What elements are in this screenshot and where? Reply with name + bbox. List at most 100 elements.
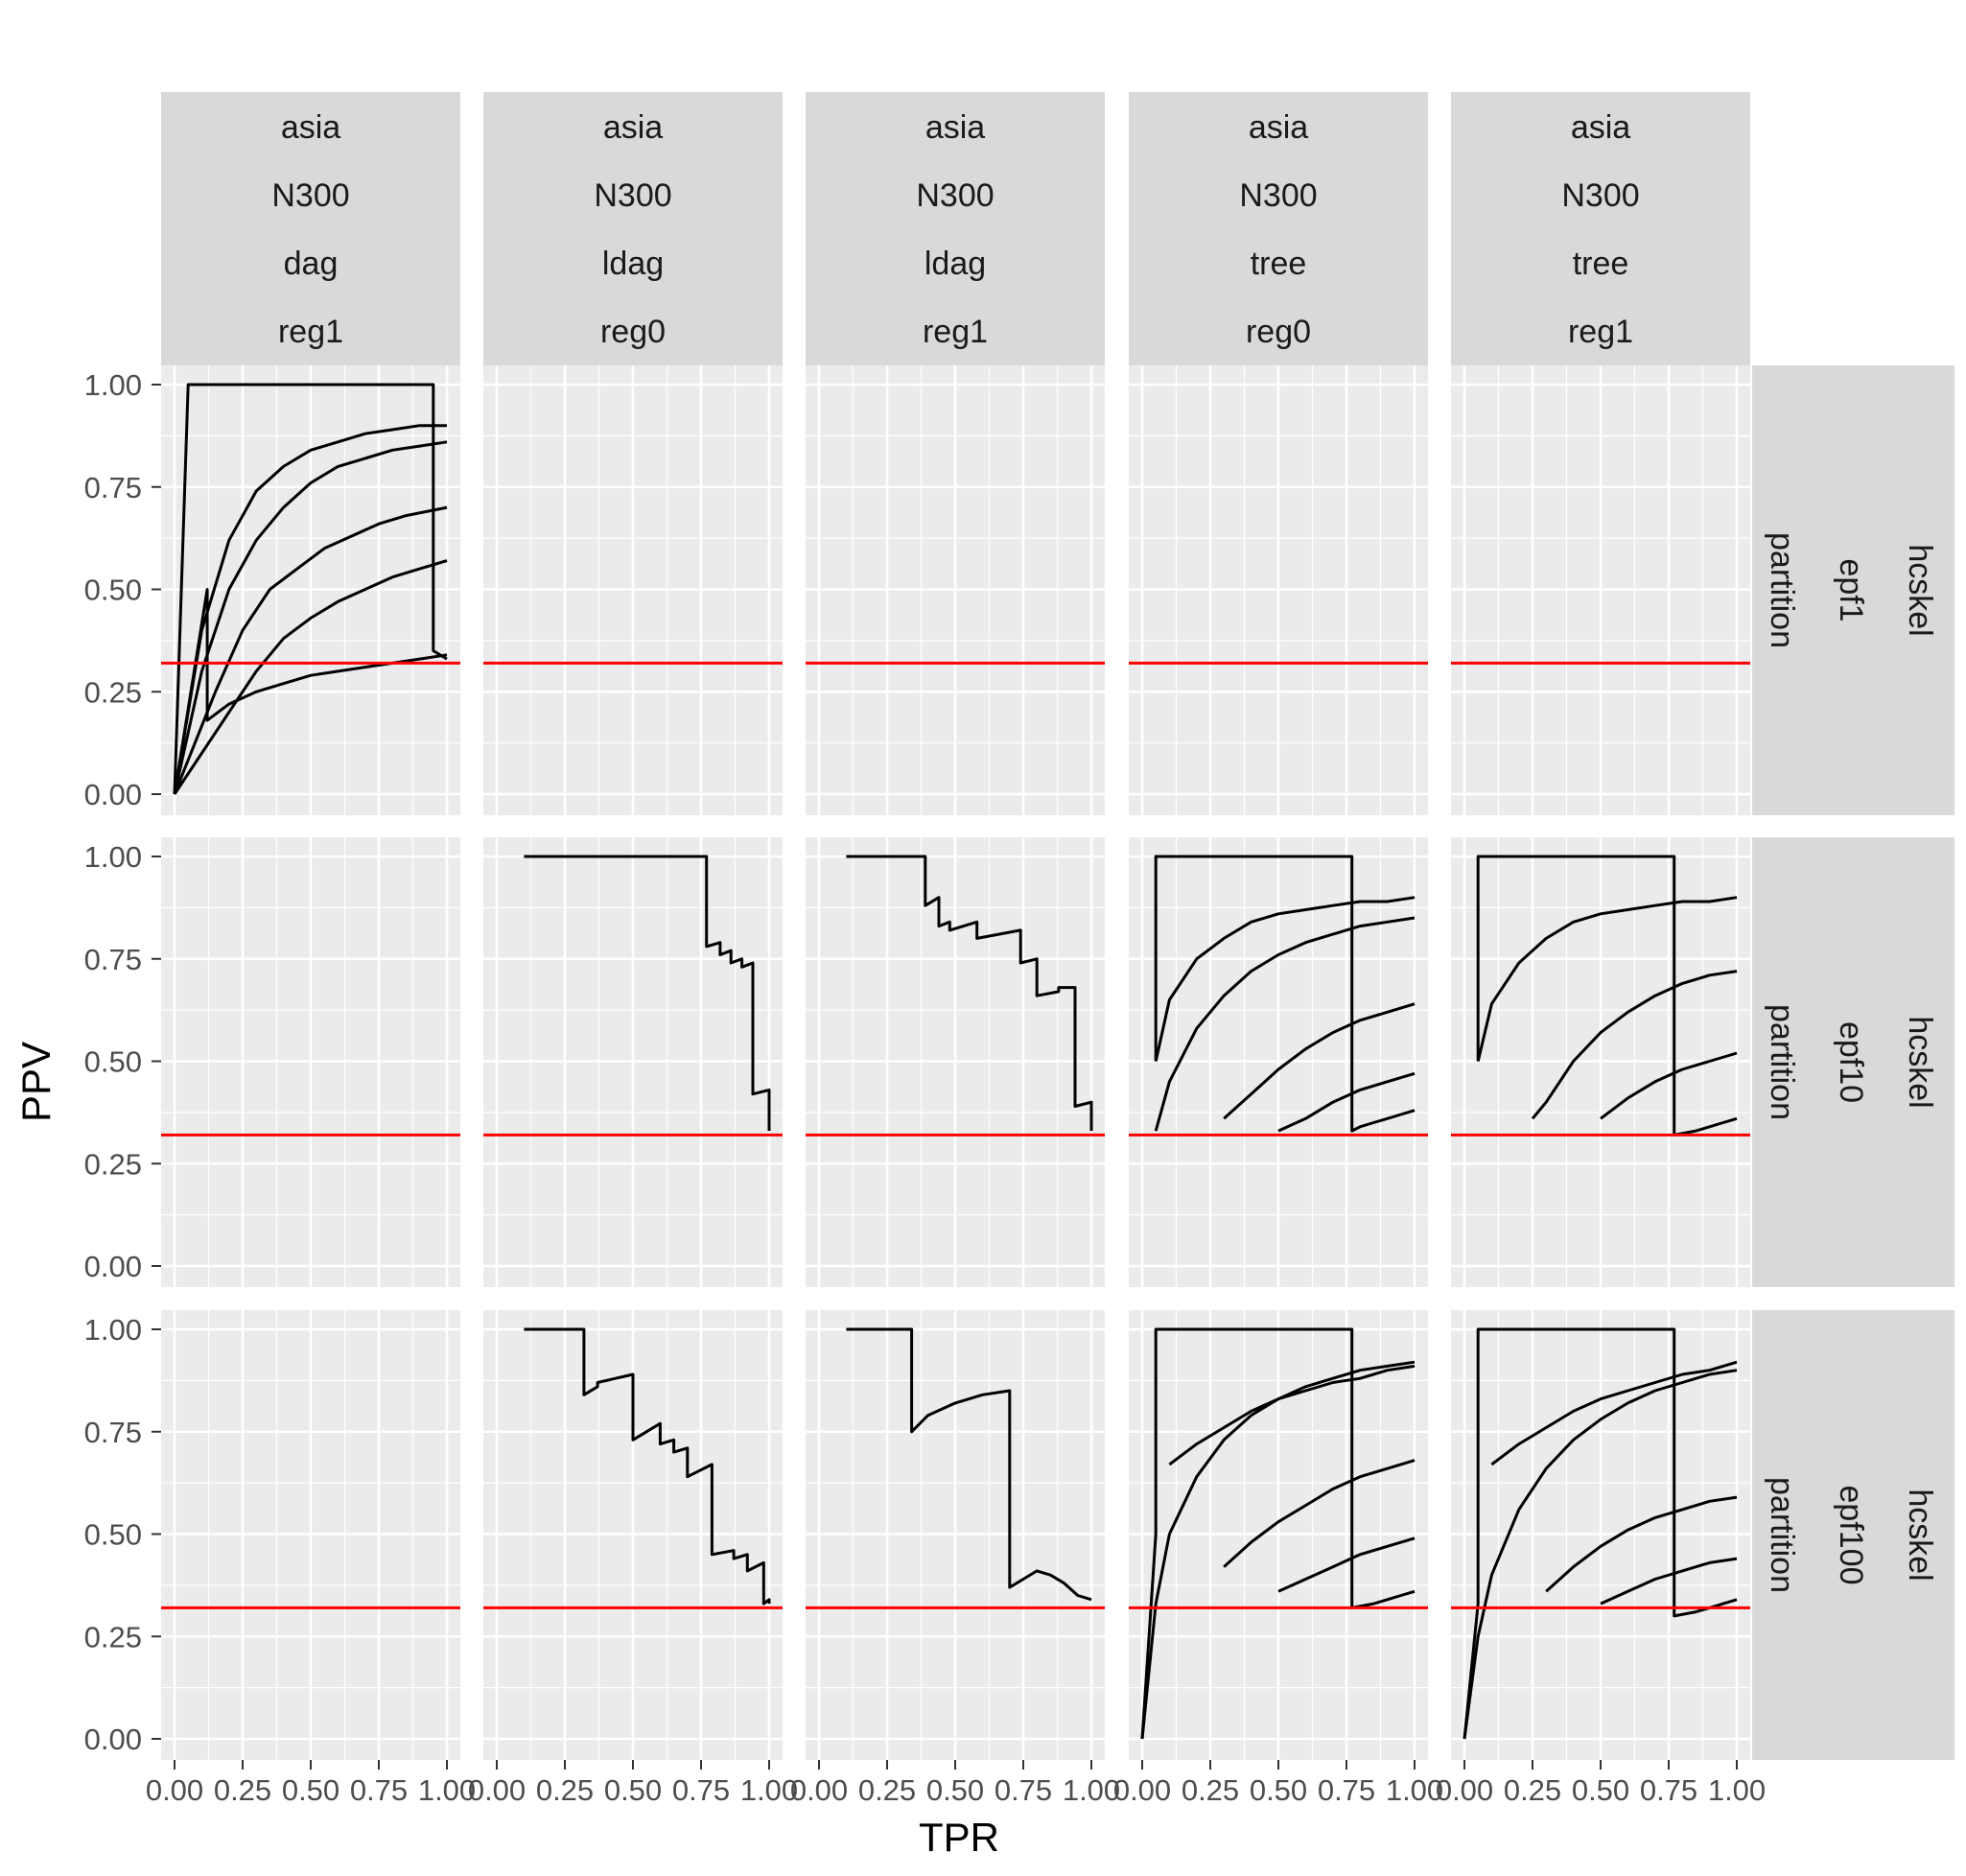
series-line — [173, 440, 448, 795]
series-line — [1600, 1557, 1738, 1606]
row-facet-label: partition — [1764, 532, 1800, 648]
series-line — [173, 424, 447, 795]
series-line — [1168, 1364, 1416, 1466]
x-tick-label: 0.50 — [926, 1773, 984, 1807]
series-line — [1463, 1369, 1738, 1740]
x-tick-label: 1.00 — [418, 1773, 476, 1807]
column-facet-label: N300 — [1239, 177, 1317, 214]
x-tick-label: 0.75 — [1318, 1773, 1375, 1807]
row-facet-label: epf100 — [1833, 1486, 1869, 1585]
x-tick-label: 0.00 — [790, 1773, 848, 1807]
x-axis-title: TPR — [919, 1815, 999, 1860]
x-tick-label: 0.00 — [468, 1773, 526, 1807]
column-facet-label: reg0 — [1246, 314, 1311, 350]
column-facet-label: asia — [1249, 109, 1308, 146]
x-tick-label: 0.50 — [1250, 1773, 1307, 1807]
series-line — [1463, 1327, 1738, 1740]
row-facet-label: hcskel — [1902, 1489, 1938, 1581]
column-facet-strip — [483, 92, 783, 365]
y-tick-label: 0.50 — [84, 1045, 142, 1079]
y-tick-label: 1.00 — [84, 840, 142, 874]
column-facet-label: tree — [1251, 246, 1307, 282]
column-facet-label: reg1 — [923, 314, 988, 350]
column-facet-label: asia — [281, 109, 340, 146]
series-line — [524, 1327, 771, 1606]
column-facet-label: ldag — [924, 246, 986, 282]
x-tick-label: 0.00 — [1113, 1773, 1171, 1807]
row-facet-label: hcskel — [1902, 1016, 1938, 1108]
row-facet-strip — [1752, 1310, 1954, 1760]
x-tick-label: 1.00 — [1386, 1773, 1443, 1807]
series-line — [1531, 970, 1738, 1120]
y-tick-label: 0.75 — [84, 1416, 142, 1449]
column-facet-label: dag — [284, 246, 339, 282]
x-tick-label: 1.00 — [1063, 1773, 1120, 1807]
y-tick-label: 0.00 — [84, 778, 142, 811]
y-tick-label: 0.25 — [84, 1147, 142, 1181]
series-line — [1600, 1051, 1738, 1120]
series-line — [1140, 1360, 1416, 1740]
x-tick-label: 0.50 — [604, 1773, 662, 1807]
column-facet-label: reg1 — [278, 314, 343, 350]
column-facet-label: reg0 — [600, 314, 666, 350]
row-facet-strip — [1752, 837, 1954, 1287]
series-line — [1476, 896, 1738, 1062]
column-facet-label: tree — [1573, 246, 1629, 282]
row-facet-strip — [1752, 365, 1954, 815]
row-facet-label: epf10 — [1833, 1021, 1869, 1103]
column-facet-label: N300 — [594, 177, 671, 214]
y-tick-label: 1.00 — [84, 368, 142, 402]
y-tick-label: 0.50 — [84, 574, 142, 607]
row-facet-label: epf1 — [1833, 558, 1869, 621]
column-facet-label: asia — [603, 109, 663, 146]
y-tick-label: 0.25 — [84, 1620, 142, 1653]
column-facet-label: reg1 — [1568, 314, 1633, 350]
series-line — [173, 559, 448, 795]
series-line — [1223, 1459, 1416, 1568]
series-line — [1223, 1002, 1416, 1120]
column-facet-label: asia — [1571, 109, 1630, 146]
y-tick-label: 0.25 — [84, 675, 142, 709]
x-tick-label: 0.25 — [1182, 1773, 1239, 1807]
x-tick-label: 0.25 — [214, 1773, 271, 1807]
row-facet-label: partition — [1764, 1004, 1800, 1120]
column-facet-label: N300 — [1561, 177, 1639, 214]
row-facet-label: partition — [1764, 1477, 1800, 1593]
column-facet-label: ldag — [602, 246, 664, 282]
y-tick-label: 0.75 — [84, 471, 142, 504]
series-line — [1476, 855, 1738, 1137]
y-tick-label: 0.50 — [84, 1518, 142, 1552]
series-line — [524, 855, 771, 1132]
column-facet-label: N300 — [916, 177, 994, 214]
series-line — [1277, 1536, 1416, 1593]
y-tick-label: 0.00 — [84, 1250, 142, 1283]
column-facet-label: asia — [925, 109, 985, 146]
x-tick-label: 0.00 — [146, 1773, 203, 1807]
series-line — [1277, 1071, 1416, 1133]
column-facet-strip — [1451, 92, 1750, 365]
x-tick-label: 0.50 — [1572, 1773, 1629, 1807]
x-tick-label: 0.75 — [350, 1773, 408, 1807]
series-line — [846, 1327, 1092, 1602]
column-facet-label: N300 — [271, 177, 349, 214]
x-tick-label: 0.50 — [282, 1773, 339, 1807]
series-line — [1154, 855, 1416, 1133]
series-line — [1490, 1360, 1738, 1466]
series-line — [173, 505, 448, 795]
x-tick-label: 0.75 — [672, 1773, 730, 1807]
y-axis-title: PPV — [13, 1042, 59, 1122]
column-facet-strip — [161, 92, 460, 365]
x-tick-label: 0.75 — [1640, 1773, 1697, 1807]
series-line — [173, 383, 448, 795]
x-tick-label: 0.75 — [995, 1773, 1052, 1807]
x-tick-label: 1.00 — [740, 1773, 798, 1807]
y-tick-label: 0.00 — [84, 1723, 142, 1756]
series-line — [1154, 896, 1416, 1062]
y-tick-label: 1.00 — [84, 1313, 142, 1347]
y-tick-label: 0.75 — [84, 943, 142, 976]
series-line — [1545, 1495, 1738, 1593]
x-tick-label: 0.25 — [536, 1773, 594, 1807]
x-tick-label: 0.00 — [1436, 1773, 1493, 1807]
column-facet-strip — [806, 92, 1105, 365]
